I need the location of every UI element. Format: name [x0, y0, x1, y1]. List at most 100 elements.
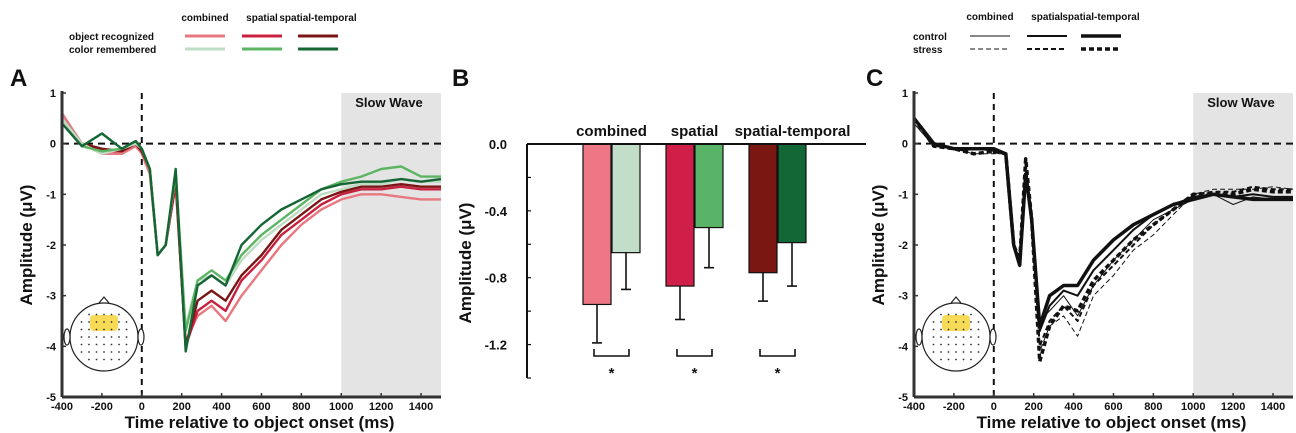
y-tick-label: 0 — [902, 139, 908, 151]
scalp-map-electrode — [118, 351, 120, 353]
scalp-map-electrode — [118, 321, 120, 323]
scalp-map-electrode — [125, 343, 128, 346]
x-tick-label: 1000 — [329, 401, 353, 413]
x-tick-label: -200 — [943, 401, 965, 413]
scalp-map-electrode — [970, 313, 972, 316]
scalp-map-electrode — [103, 313, 105, 316]
scalp-map-electrode — [947, 328, 950, 331]
scalp-map-electrode — [103, 321, 105, 323]
scalp-map-electrode — [88, 351, 90, 353]
x-tick-label: 1200 — [1221, 401, 1245, 413]
scalp-map-electrode — [88, 313, 90, 316]
y-tick-label: -1 — [46, 189, 56, 201]
scalp-map-ear — [915, 328, 923, 346]
bar-combined-color-remembered — [611, 143, 641, 254]
scalp-map-electrode — [80, 336, 83, 338]
scalp-map-electrode — [80, 351, 83, 353]
x-tick-label: 1000 — [1181, 401, 1205, 413]
y-tick-label: -1 — [898, 189, 908, 201]
y-axis-title: Amplitude (μV) — [869, 185, 888, 306]
scalp-map-electrode — [932, 321, 935, 323]
scalp-map-electrode — [970, 321, 972, 323]
scalp-map-electrode — [95, 336, 98, 338]
scalp-map-electrode — [977, 336, 980, 338]
y-tick-label: -3 — [46, 291, 56, 303]
scalp-map-electrode — [962, 336, 965, 338]
scalp-map-electrode — [932, 336, 935, 338]
scalp-map-electrode — [970, 336, 972, 338]
y-axis-title: Amplitude (μV) — [17, 185, 36, 306]
scalp-map-electrode — [125, 328, 128, 331]
scalp-map-electrode — [118, 328, 120, 331]
series-line-spatial-temporal-control — [912, 117, 1293, 328]
bar-group-label: spatial — [671, 123, 719, 140]
scalp-map-electrode — [970, 358, 972, 361]
scalp-map-electrode — [962, 313, 965, 316]
x-tick-label: 1400 — [1261, 401, 1285, 413]
y-tick-label: 0 — [50, 139, 56, 151]
x-tick-label: -200 — [91, 401, 113, 413]
legend-column-header: combined — [181, 13, 228, 24]
scalp-map-electrode — [955, 358, 957, 361]
scalp-map-electrode — [955, 328, 957, 331]
scalp-map-electrode — [940, 343, 942, 346]
scalp-map-electrode — [103, 343, 105, 346]
scalp-map-electrode — [962, 321, 965, 323]
panel-a: Slow Wave 1 0 -1 -2 -3 -4 -5-400 -200 0 200 400 600 8… — [10, 13, 442, 432]
bar-group-label: combined — [576, 123, 647, 140]
y-tick-label: -2 — [898, 240, 908, 252]
significance-star: * — [609, 365, 615, 382]
scalp-map-electrode — [962, 358, 965, 361]
legend-column-header: spatial — [1031, 12, 1063, 23]
series-line-combined-object-recognized — [60, 112, 441, 343]
scalp-map-electrode — [103, 358, 105, 361]
scalp-map-electrode — [95, 321, 98, 323]
scalp-map-electrode — [947, 313, 950, 316]
panel-letter: B — [452, 65, 469, 92]
scalp-map-electrode — [95, 328, 98, 331]
legend-row-label: stress — [913, 45, 943, 56]
scalp-map-electrode — [125, 336, 128, 338]
x-axis-title: Time relative to object onset (ms) — [977, 413, 1247, 432]
scalp-map-electrode — [88, 328, 90, 331]
legend-row-label: control — [913, 32, 947, 43]
scalp-map-electrode — [962, 343, 965, 346]
scalp-map-electrode — [947, 321, 950, 323]
scalp-map-electrode — [95, 358, 98, 361]
bar-spatial-object-recognized — [665, 143, 695, 287]
significance-bracket — [759, 349, 796, 357]
scalp-map-electrode — [95, 313, 98, 316]
bar-combined-object-recognized — [582, 143, 612, 306]
bar-spatial-color-remembered — [694, 143, 724, 229]
x-tick-label: 800 — [292, 401, 310, 413]
scalp-map-electrode — [110, 351, 113, 353]
bar-group-label: spatial-temporal — [735, 123, 851, 140]
legend-column-header: spatial-temporal — [1062, 12, 1139, 23]
x-tick-label: 1200 — [369, 401, 393, 413]
x-tick-label: 400 — [1064, 401, 1082, 413]
scalp-map-roi — [90, 315, 118, 331]
y-tick-label: -1.2 — [485, 338, 507, 353]
scalp-map-electrode — [940, 358, 942, 361]
legend-column-header: spatial — [246, 13, 278, 24]
slow-wave-label: Slow Wave — [355, 95, 422, 110]
scalp-map-electrode — [940, 313, 942, 316]
scalp-map-electrode — [955, 343, 957, 346]
y-tick-label: -4 — [898, 341, 909, 353]
scalp-map-electrode — [977, 321, 980, 323]
scalp-map-electrode — [103, 328, 105, 331]
scalp-map-electrode — [940, 321, 942, 323]
x-tick-label: -400 — [51, 401, 73, 413]
slow-wave-label: Slow Wave — [1207, 95, 1274, 110]
scalp-map-electrode — [932, 343, 935, 346]
y-tick-label: 0.0 — [489, 137, 507, 152]
scalp-map-electrode — [955, 313, 957, 316]
x-tick-label: 600 — [252, 401, 270, 413]
scalp-map-electrode — [110, 313, 113, 316]
scalp-map-electrode — [103, 336, 105, 338]
slow-wave-region — [1193, 93, 1293, 397]
scalp-map-electrode — [940, 336, 942, 338]
legend-row-label: color remembered — [69, 45, 156, 56]
scalp-map-electrode — [970, 351, 972, 353]
